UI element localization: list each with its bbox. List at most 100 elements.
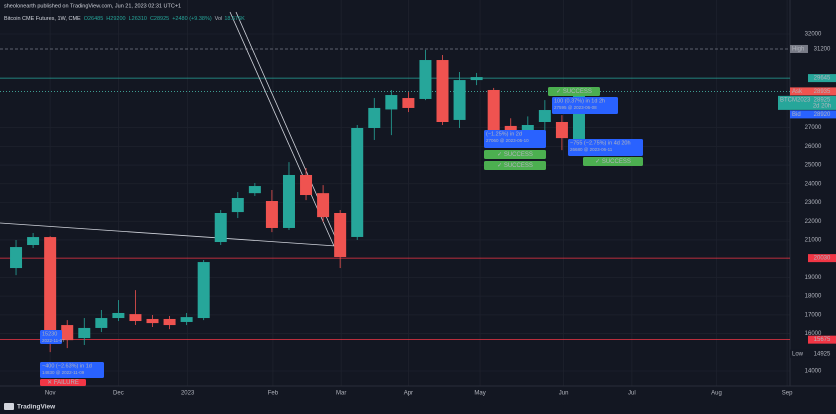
status-tag bbox=[484, 161, 546, 170]
price-tag-bg bbox=[808, 44, 836, 53]
y-tick-label: 18000 bbox=[805, 294, 822, 300]
price-tag-name: High bbox=[792, 47, 804, 53]
status-tag bbox=[583, 157, 643, 166]
candle-body bbox=[436, 60, 449, 122]
price-tag-name-bg bbox=[790, 87, 808, 96]
x-tick-label: Nov bbox=[45, 391, 56, 397]
candle-body bbox=[27, 237, 40, 246]
price-tag-value: 14925 bbox=[814, 351, 831, 357]
legend: Bitcoin CME Futures, 1W, CME O26485 H29200… bbox=[4, 16, 245, 22]
candle-body bbox=[419, 60, 432, 99]
annotation-text: −755 (−2.75%) in 4d 20h bbox=[570, 140, 631, 146]
candle-body bbox=[95, 318, 108, 328]
price-tag-name-bg bbox=[790, 110, 808, 119]
annotation-text: 26680 @ 2023-06-11 bbox=[570, 147, 613, 152]
price-tag-bg bbox=[808, 335, 836, 344]
annotation-box bbox=[568, 139, 643, 156]
attribution: sheolonearth published on TradingView.co… bbox=[4, 3, 181, 9]
price-tag-name: Bid bbox=[792, 112, 801, 118]
candle-body bbox=[282, 174, 295, 228]
price-tag-value: 28935 bbox=[814, 89, 831, 95]
candle-body bbox=[351, 127, 364, 237]
legend-volume: 18.576K bbox=[224, 16, 245, 22]
y-tick-label: 27000 bbox=[805, 125, 822, 131]
annotation-box bbox=[484, 130, 546, 148]
candle-body bbox=[385, 95, 398, 110]
candle-body bbox=[78, 327, 91, 339]
status-text: ✓ SUCCESS bbox=[595, 159, 631, 165]
annotation-text: 100 (0.37%) in 1d 2h bbox=[554, 98, 605, 104]
price-tag-bg bbox=[808, 74, 836, 83]
annotation-text: 14830 @ 2022-11-09 bbox=[42, 370, 85, 375]
annotation-text: (−1.25%) in 2d bbox=[486, 131, 522, 137]
legend-volume-label: Vol bbox=[215, 16, 223, 22]
candle-body bbox=[10, 247, 23, 269]
candle-body bbox=[300, 174, 313, 196]
annotation-box bbox=[40, 362, 104, 378]
candle-body bbox=[197, 262, 210, 319]
legend-ohlc: C28925 bbox=[150, 16, 169, 22]
candle-body bbox=[180, 317, 193, 322]
legend-change: +2480 (+9.38%) bbox=[172, 16, 212, 22]
status-text: ✕ FAILURE bbox=[47, 380, 79, 386]
x-tick-label: Dec bbox=[113, 391, 124, 397]
price-tag-value: 28920 bbox=[814, 112, 831, 118]
price-tag-bg bbox=[808, 87, 836, 96]
footer-bar bbox=[0, 400, 836, 414]
candle-body bbox=[487, 89, 500, 131]
candle-body bbox=[555, 122, 568, 139]
status-tag bbox=[40, 379, 86, 386]
grid: 14000 16000 17000 18000 19000 21000 22000 23000… bbox=[0, 0, 822, 397]
price-tag-bg bbox=[808, 254, 836, 263]
candle-body bbox=[538, 110, 551, 122]
footer-logo bbox=[4, 403, 14, 410]
status-text: ✓ SUCCESS bbox=[556, 89, 592, 95]
status-text: ✓ SUCCESS bbox=[497, 152, 533, 158]
price-tag-value: 29645 bbox=[814, 76, 831, 82]
levels bbox=[0, 48, 790, 341]
candle-body bbox=[470, 77, 483, 81]
price-tag-bg bbox=[778, 95, 836, 110]
price-tag-value: 15675 bbox=[814, 337, 831, 343]
legend-ohlc: O26485 bbox=[84, 16, 104, 22]
price-tag-name-bg bbox=[790, 349, 808, 358]
annotation-box bbox=[552, 97, 618, 114]
price-tag-bg bbox=[808, 349, 836, 358]
y-tick-label: 22000 bbox=[805, 219, 822, 225]
price-tag-name: BTCM2023 bbox=[780, 97, 811, 103]
status-tag bbox=[548, 87, 600, 96]
candle-body bbox=[317, 193, 330, 218]
status-tag bbox=[484, 150, 546, 159]
candle-body bbox=[402, 98, 415, 108]
y-tick-label: 21000 bbox=[805, 238, 822, 244]
price-tag-value: 20030 bbox=[814, 256, 831, 262]
y-tick-label: 19000 bbox=[805, 275, 822, 281]
y-tick-label: 23000 bbox=[805, 200, 822, 206]
candle-body bbox=[334, 212, 347, 257]
y-tick-label: 26000 bbox=[805, 144, 822, 150]
price-tag-countdown: 2d 20h bbox=[813, 103, 831, 109]
x-tick-label: Jun bbox=[559, 391, 569, 397]
trend-line bbox=[0, 222, 337, 247]
price-tag-bg bbox=[808, 110, 836, 119]
y-tick-label: 17000 bbox=[805, 312, 822, 318]
x-tick-label: Mar bbox=[336, 391, 346, 397]
candle-body bbox=[146, 318, 159, 324]
candle-body bbox=[368, 107, 381, 128]
price-tag-value: 31200 bbox=[814, 47, 831, 53]
candle-body bbox=[521, 124, 534, 131]
candle-body bbox=[231, 198, 244, 213]
candles bbox=[10, 49, 585, 353]
legend-ohlc: H29200 bbox=[106, 16, 125, 22]
candle-body bbox=[61, 325, 74, 341]
y-tick-label: 25000 bbox=[805, 163, 822, 169]
annotation-text: 2022-11-07 bbox=[42, 338, 65, 343]
x-tick-label: Aug bbox=[711, 391, 722, 397]
y-tick-label: 24000 bbox=[805, 181, 822, 187]
y-tick-label: 32000 bbox=[805, 32, 822, 38]
price-tag-name-bg bbox=[790, 44, 808, 53]
candle-body bbox=[214, 212, 227, 243]
